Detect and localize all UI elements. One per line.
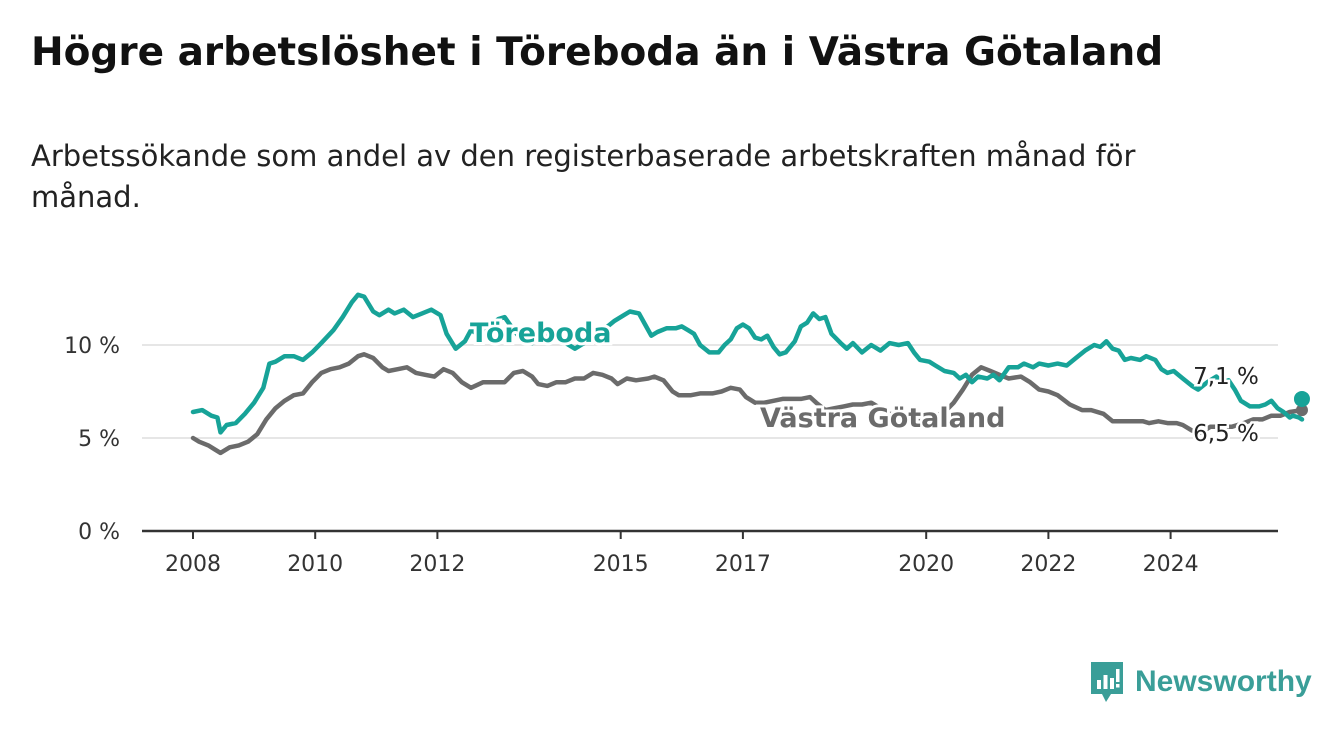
series-label-vastra-gotaland: Västra Götaland: [760, 403, 1005, 434]
x-tick-label: 2012: [409, 552, 465, 577]
brand-name: Newsworthy: [1135, 665, 1312, 698]
end-value-label-vastra-gotaland: 6,5 %: [1193, 421, 1259, 447]
x-tick-label: 2022: [1020, 552, 1076, 577]
x-tick-label: 2024: [1143, 552, 1199, 577]
x-tick-label: 2020: [898, 552, 954, 577]
series-line-toreboda: [190, 292, 1305, 435]
x-tick-label: 2017: [715, 552, 771, 577]
y-tick-label: 0 %: [78, 520, 120, 545]
brand-logo: Newsworthy: [1089, 660, 1312, 704]
newsworthy-logo-icon: [1091, 662, 1123, 702]
series-line-vastra-gotaland: [190, 352, 1305, 456]
chart-subtitle: Arbetssökande som andel av den registerb…: [31, 139, 1136, 214]
y-tick-label: 10 %: [64, 334, 120, 359]
end-value-label-toreboda: 7,1 %: [1193, 364, 1259, 390]
series-end-point-toreboda: [1293, 390, 1310, 407]
chart-title: Högre arbetslöshet i Töreboda än i Västr…: [31, 30, 1164, 75]
x-tick-label: 2015: [593, 552, 649, 577]
x-tick-label: 2008: [165, 552, 221, 577]
series-label-toreboda: Töreboda: [470, 318, 612, 349]
y-tick-label: 5 %: [78, 427, 120, 452]
x-tick-label: 2010: [287, 552, 343, 577]
series-end-point-vastra-gotaland: [1295, 404, 1308, 417]
